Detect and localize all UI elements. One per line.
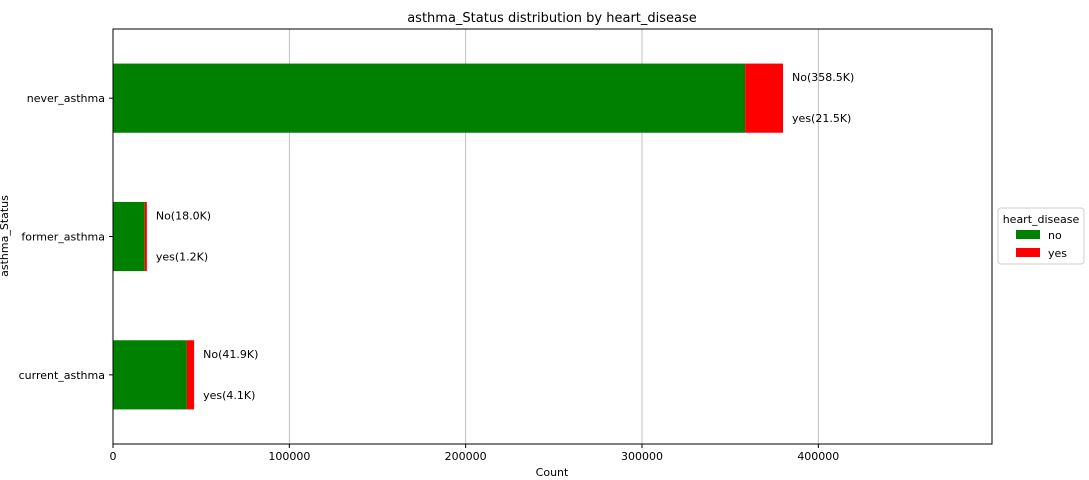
legend-swatch-no	[1016, 230, 1040, 239]
data-label-no: No(358.5K)	[792, 71, 854, 84]
legend-label-no: no	[1048, 229, 1062, 242]
legend: heart_disease no yes	[997, 207, 1085, 265]
data-label-no: No(18.0K)	[156, 210, 211, 223]
plot-frame	[112, 28, 993, 445]
bar-no-never_asthma	[113, 63, 746, 133]
bar-no-current_asthma	[113, 340, 187, 410]
x-tick-label: 400000	[797, 450, 839, 463]
legend-label-yes: yes	[1048, 247, 1067, 260]
data-label-yes: yes(21.5K)	[792, 112, 851, 125]
bar-no-former_asthma	[113, 201, 145, 272]
chart-title: asthma_Status distribution by heart_dise…	[407, 11, 697, 26]
data-labels: No(358.5K) yes(21.5K) No(18.0K) yes(1.2K) No…	[156, 71, 854, 402]
axes: 0 100000 200000 300000 400000 never_asthmafor…	[19, 92, 840, 463]
x-tick-label: 200000	[445, 450, 487, 463]
x-tick-label: 100000	[268, 450, 310, 463]
data-label-yes: yes(1.2K)	[156, 251, 208, 264]
bar-yes-former_asthma	[144, 201, 147, 272]
bar-yes-never_asthma	[745, 63, 784, 133]
legend-swatch-yes	[1016, 248, 1040, 257]
x-tick-label: 300000	[621, 450, 663, 463]
y-tick-label: current_asthma	[19, 369, 105, 382]
data-label-yes: yes(4.1K)	[203, 389, 255, 402]
y-tick-label: never_asthma	[27, 92, 105, 105]
legend-title: heart_disease	[1003, 213, 1080, 226]
data-label-no: No(41.9K)	[203, 348, 258, 361]
bar-yes-current_asthma	[186, 340, 195, 410]
x-tick-label: 0	[110, 450, 117, 463]
y-axis-label: asthma_Status	[0, 195, 11, 277]
bars	[113, 63, 784, 410]
y-tick-label: former_asthma	[21, 231, 105, 244]
x-axis-label: Count	[536, 466, 569, 479]
